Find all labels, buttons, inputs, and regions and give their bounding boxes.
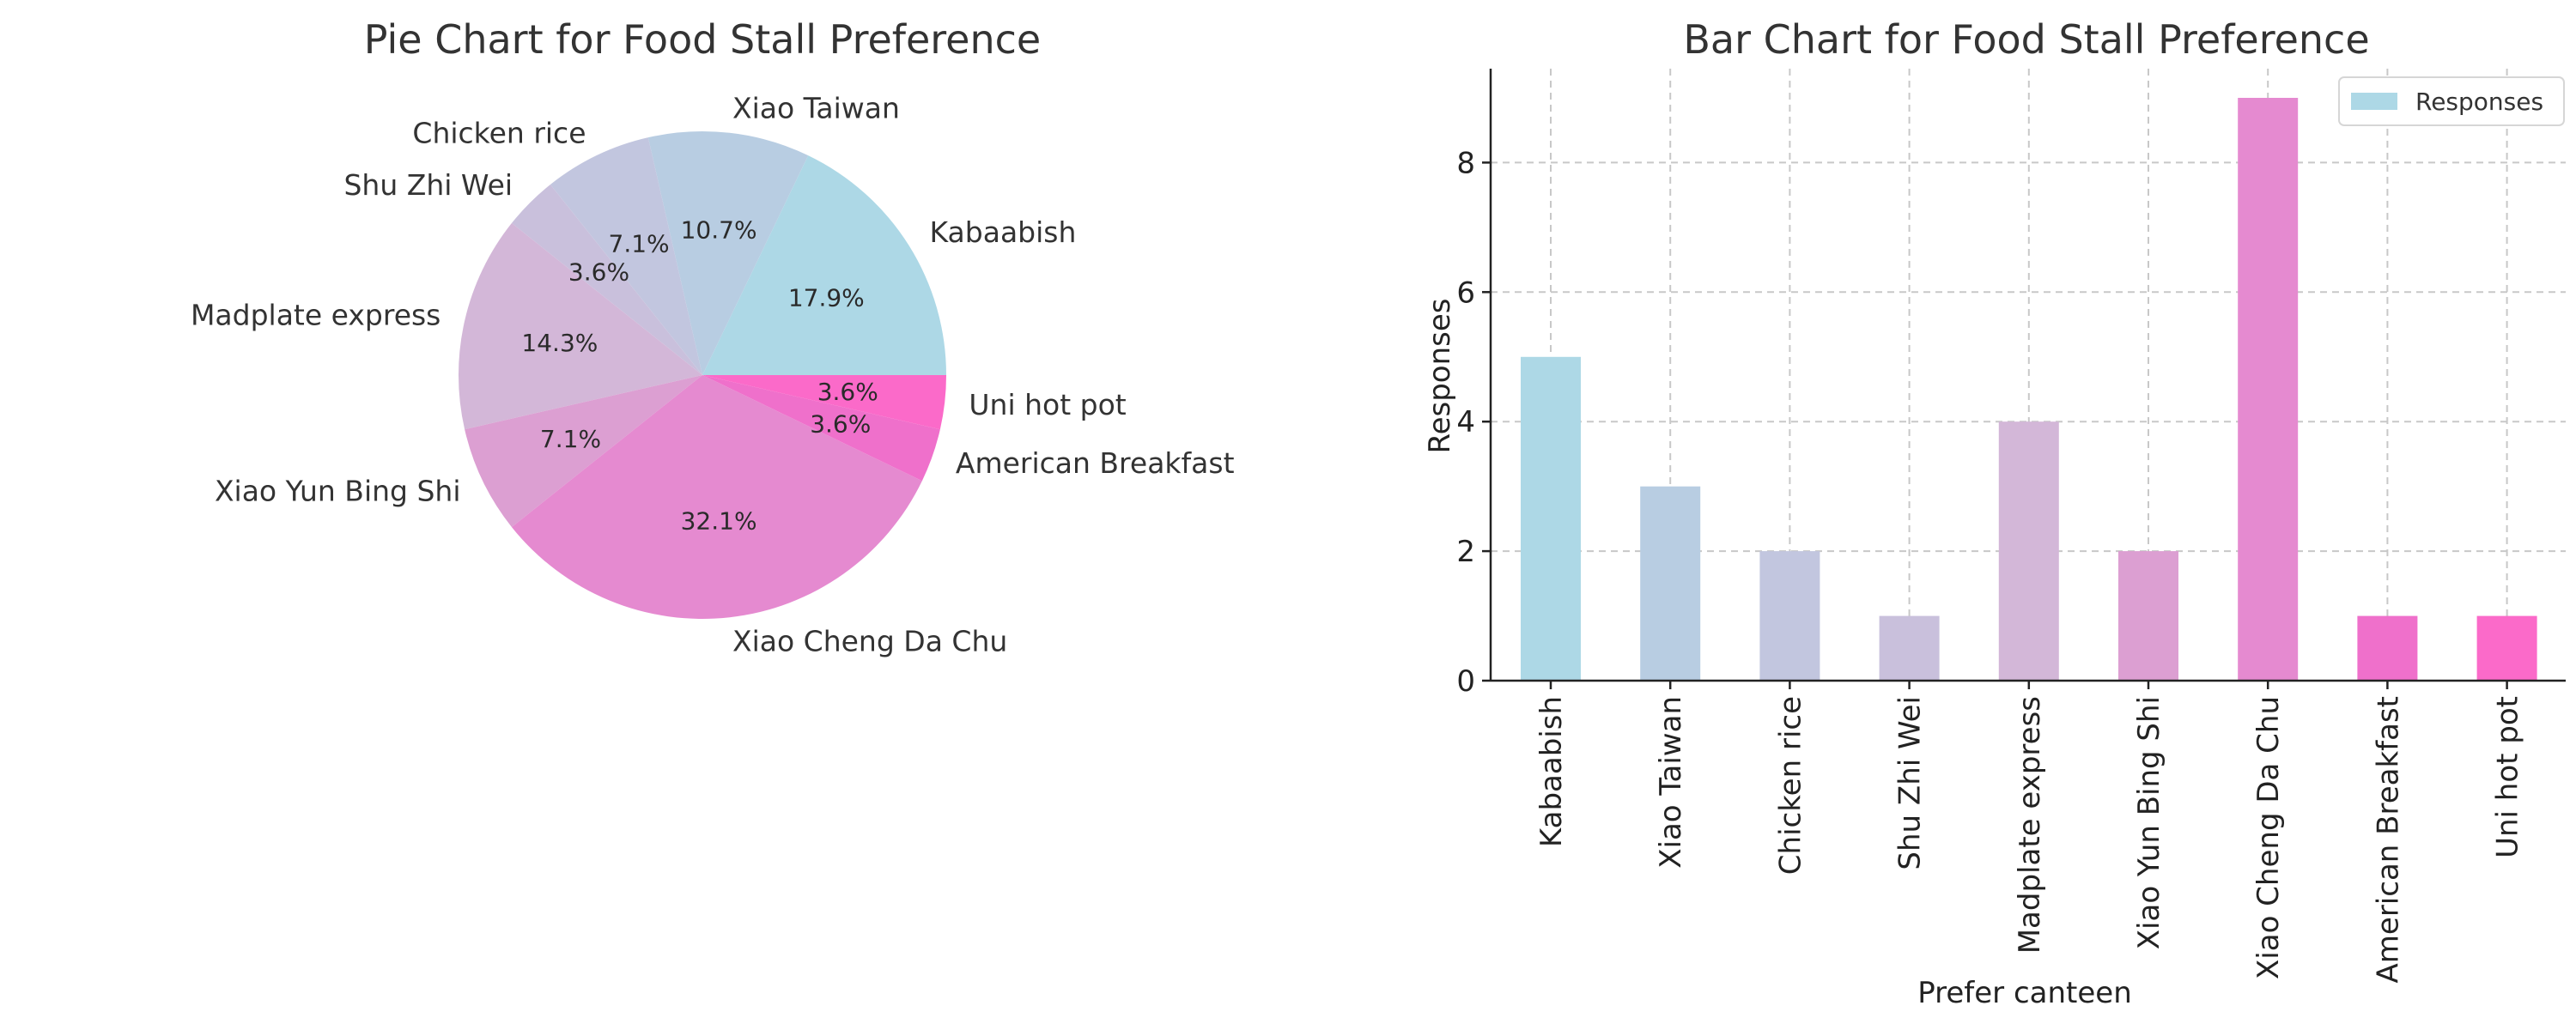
bar-chicken-rice xyxy=(1759,551,1820,681)
pie-slice-xiao-yun-bing-shi xyxy=(465,375,702,528)
y-tick-label-4: 4 xyxy=(1456,405,1475,439)
pie-chart: Pie Chart for Food Stall Preference 17.9… xyxy=(191,16,1235,657)
x-tick-label-uni-hot-pot: Uni hot pot xyxy=(2491,696,2525,858)
pie-category-label-xiao-taiwan: Xiao Taiwan xyxy=(732,92,900,125)
pie-pct-label-madplate-express: 14.3% xyxy=(521,329,598,357)
pie-pct-label-american-breakfast: 3.6% xyxy=(810,409,871,438)
pie-category-label-american-breakfast: American Breakfast xyxy=(956,446,1235,480)
legend-box xyxy=(2338,76,2565,126)
pie-slices xyxy=(458,130,946,620)
legend-swatch xyxy=(2351,93,2397,110)
y-tick-label-8: 8 xyxy=(1456,146,1475,180)
pie-pct-label-xiao-cheng-da-chu: 32.1% xyxy=(681,506,757,535)
pie-slice-madplate-express xyxy=(458,222,702,430)
x-tick-label-xiao-yun-bing-shi: Xiao Yun Bing Shi xyxy=(2132,696,2166,949)
bar-shu-zhi-wei xyxy=(1879,615,1940,681)
legend-label: Responses xyxy=(2415,88,2543,116)
bar-x-ticks: Kabaabish Xiao Taiwan Chicken rice Shu Zhi … xyxy=(1534,681,2525,983)
y-tick-label-6: 6 xyxy=(1456,276,1475,310)
pie-pct-label-uni-hot-pot: 3.6% xyxy=(817,378,878,406)
pie-category-label-xiao-cheng-da-chu: Xiao Cheng Da Chu xyxy=(732,624,1007,657)
pie-category-label-shu-zhi-wei: Shu Zhi Wei xyxy=(343,168,513,202)
y-tick-label-0: 0 xyxy=(1456,664,1475,699)
bar-madplate-express xyxy=(1998,421,2059,681)
pie-slice-xiao-taiwan xyxy=(647,130,809,376)
pie-category-label-chicken-rice: Chicken rice xyxy=(412,117,586,150)
x-tick-label-american-breakfast: American Breakfast xyxy=(2371,696,2405,983)
pie-slice-shu-zhi-wei xyxy=(511,184,702,375)
x-tick-label-chicken-rice: Chicken rice xyxy=(1773,696,1807,875)
pie-labels: 17.9% Kabaabish 10.7% Xiao Taiwan 7.1% Chicke… xyxy=(191,92,1235,658)
pie-pct-label-xiao-taiwan: 10.7% xyxy=(681,216,757,245)
bar-legend: Responses xyxy=(2338,76,2565,126)
bar-xiao-yun-bing-shi xyxy=(2118,551,2178,681)
bar-kabaabish xyxy=(1521,356,1581,681)
bar-chart-title: Bar Chart for Food Stall Preference xyxy=(1683,16,2369,63)
pie-category-label-kabaabish: Kabaabish xyxy=(930,215,1077,249)
pie-pct-label-shu-zhi-wei: 3.6% xyxy=(568,258,629,287)
bar-american-breakfast xyxy=(2357,615,2418,681)
pie-slice-american-breakfast xyxy=(702,375,940,482)
pie-category-label-xiao-yun-bing-shi: Xiao Yun Bing Shi xyxy=(215,475,461,508)
y-tick-label-2: 2 xyxy=(1456,535,1475,569)
bar-uni-hot-pot xyxy=(2476,615,2537,681)
pie-category-label-madplate-express: Madplate express xyxy=(191,299,440,332)
pie-slice-xiao-cheng-da-chu xyxy=(511,375,922,620)
bar-chart: Bar Chart for Food Stall Preference 0 2 4 6… xyxy=(1423,16,2566,1010)
pie-slice-kabaabish xyxy=(702,155,946,375)
pie-pct-label-xiao-yun-bing-shi: 7.1% xyxy=(540,425,601,453)
bar-y-ticks: 0 2 4 6 8 xyxy=(1456,146,1491,699)
pie-pct-label-kabaabish: 17.9% xyxy=(788,283,865,312)
bar-y-axis-label: Responses xyxy=(1423,298,1457,453)
x-tick-label-kabaabish: Kabaabish xyxy=(1534,696,1569,847)
pie-category-label-uni-hot-pot: Uni hot pot xyxy=(969,388,1126,421)
x-tick-label-madplate-express: Madplate express xyxy=(2013,696,2047,954)
bar-xiao-cheng-da-chu xyxy=(2238,98,2299,681)
pie-slice-chicken-rice xyxy=(550,137,702,375)
x-tick-label-xiao-taiwan: Xiao Taiwan xyxy=(1654,696,1688,869)
bar-xiao-taiwan xyxy=(1640,486,1701,681)
bar-x-axis-label: Prefer canteen xyxy=(1917,976,2132,1010)
x-tick-label-xiao-cheng-da-chu: Xiao Cheng Da Chu xyxy=(2251,696,2286,979)
bar-bars xyxy=(1521,98,2537,681)
pie-pct-label-chicken-rice: 7.1% xyxy=(609,230,670,258)
pie-chart-title: Pie Chart for Food Stall Preference xyxy=(364,16,1041,63)
pie-slice-uni-hot-pot xyxy=(702,375,946,430)
x-tick-label-shu-zhi-wei: Shu Zhi Wei xyxy=(1893,696,1928,870)
